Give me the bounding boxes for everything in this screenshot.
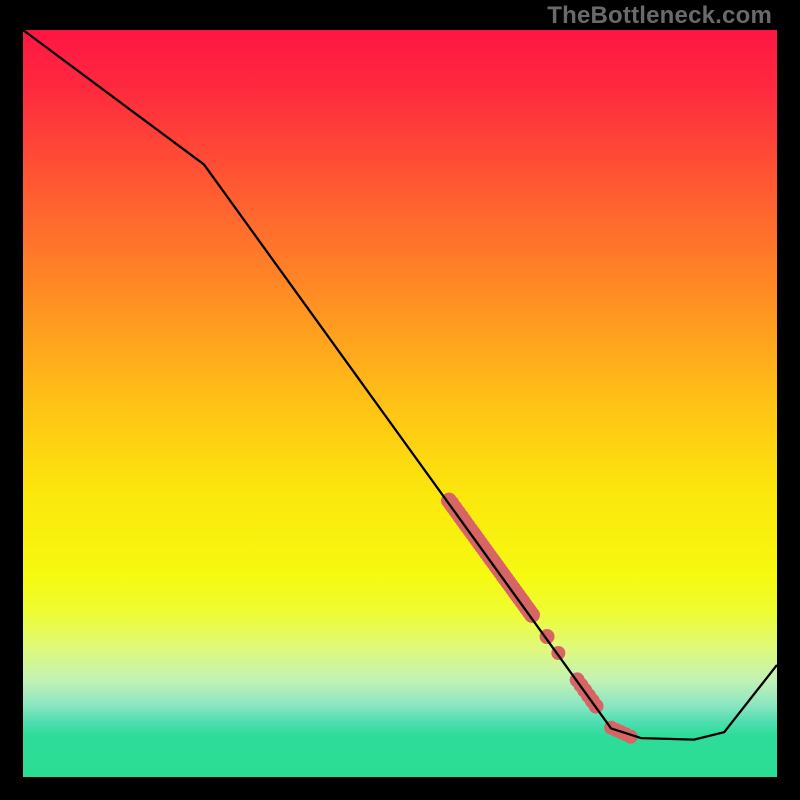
- watermark-text: TheBottleneck.com: [547, 2, 772, 30]
- plot-area: [23, 30, 777, 777]
- scatter-series: [441, 493, 638, 744]
- scatter-point: [493, 555, 500, 562]
- chart-container: TheBottleneck.com: [0, 0, 800, 800]
- chart-overlay: [23, 30, 777, 777]
- bottleneck-curve: [23, 30, 777, 740]
